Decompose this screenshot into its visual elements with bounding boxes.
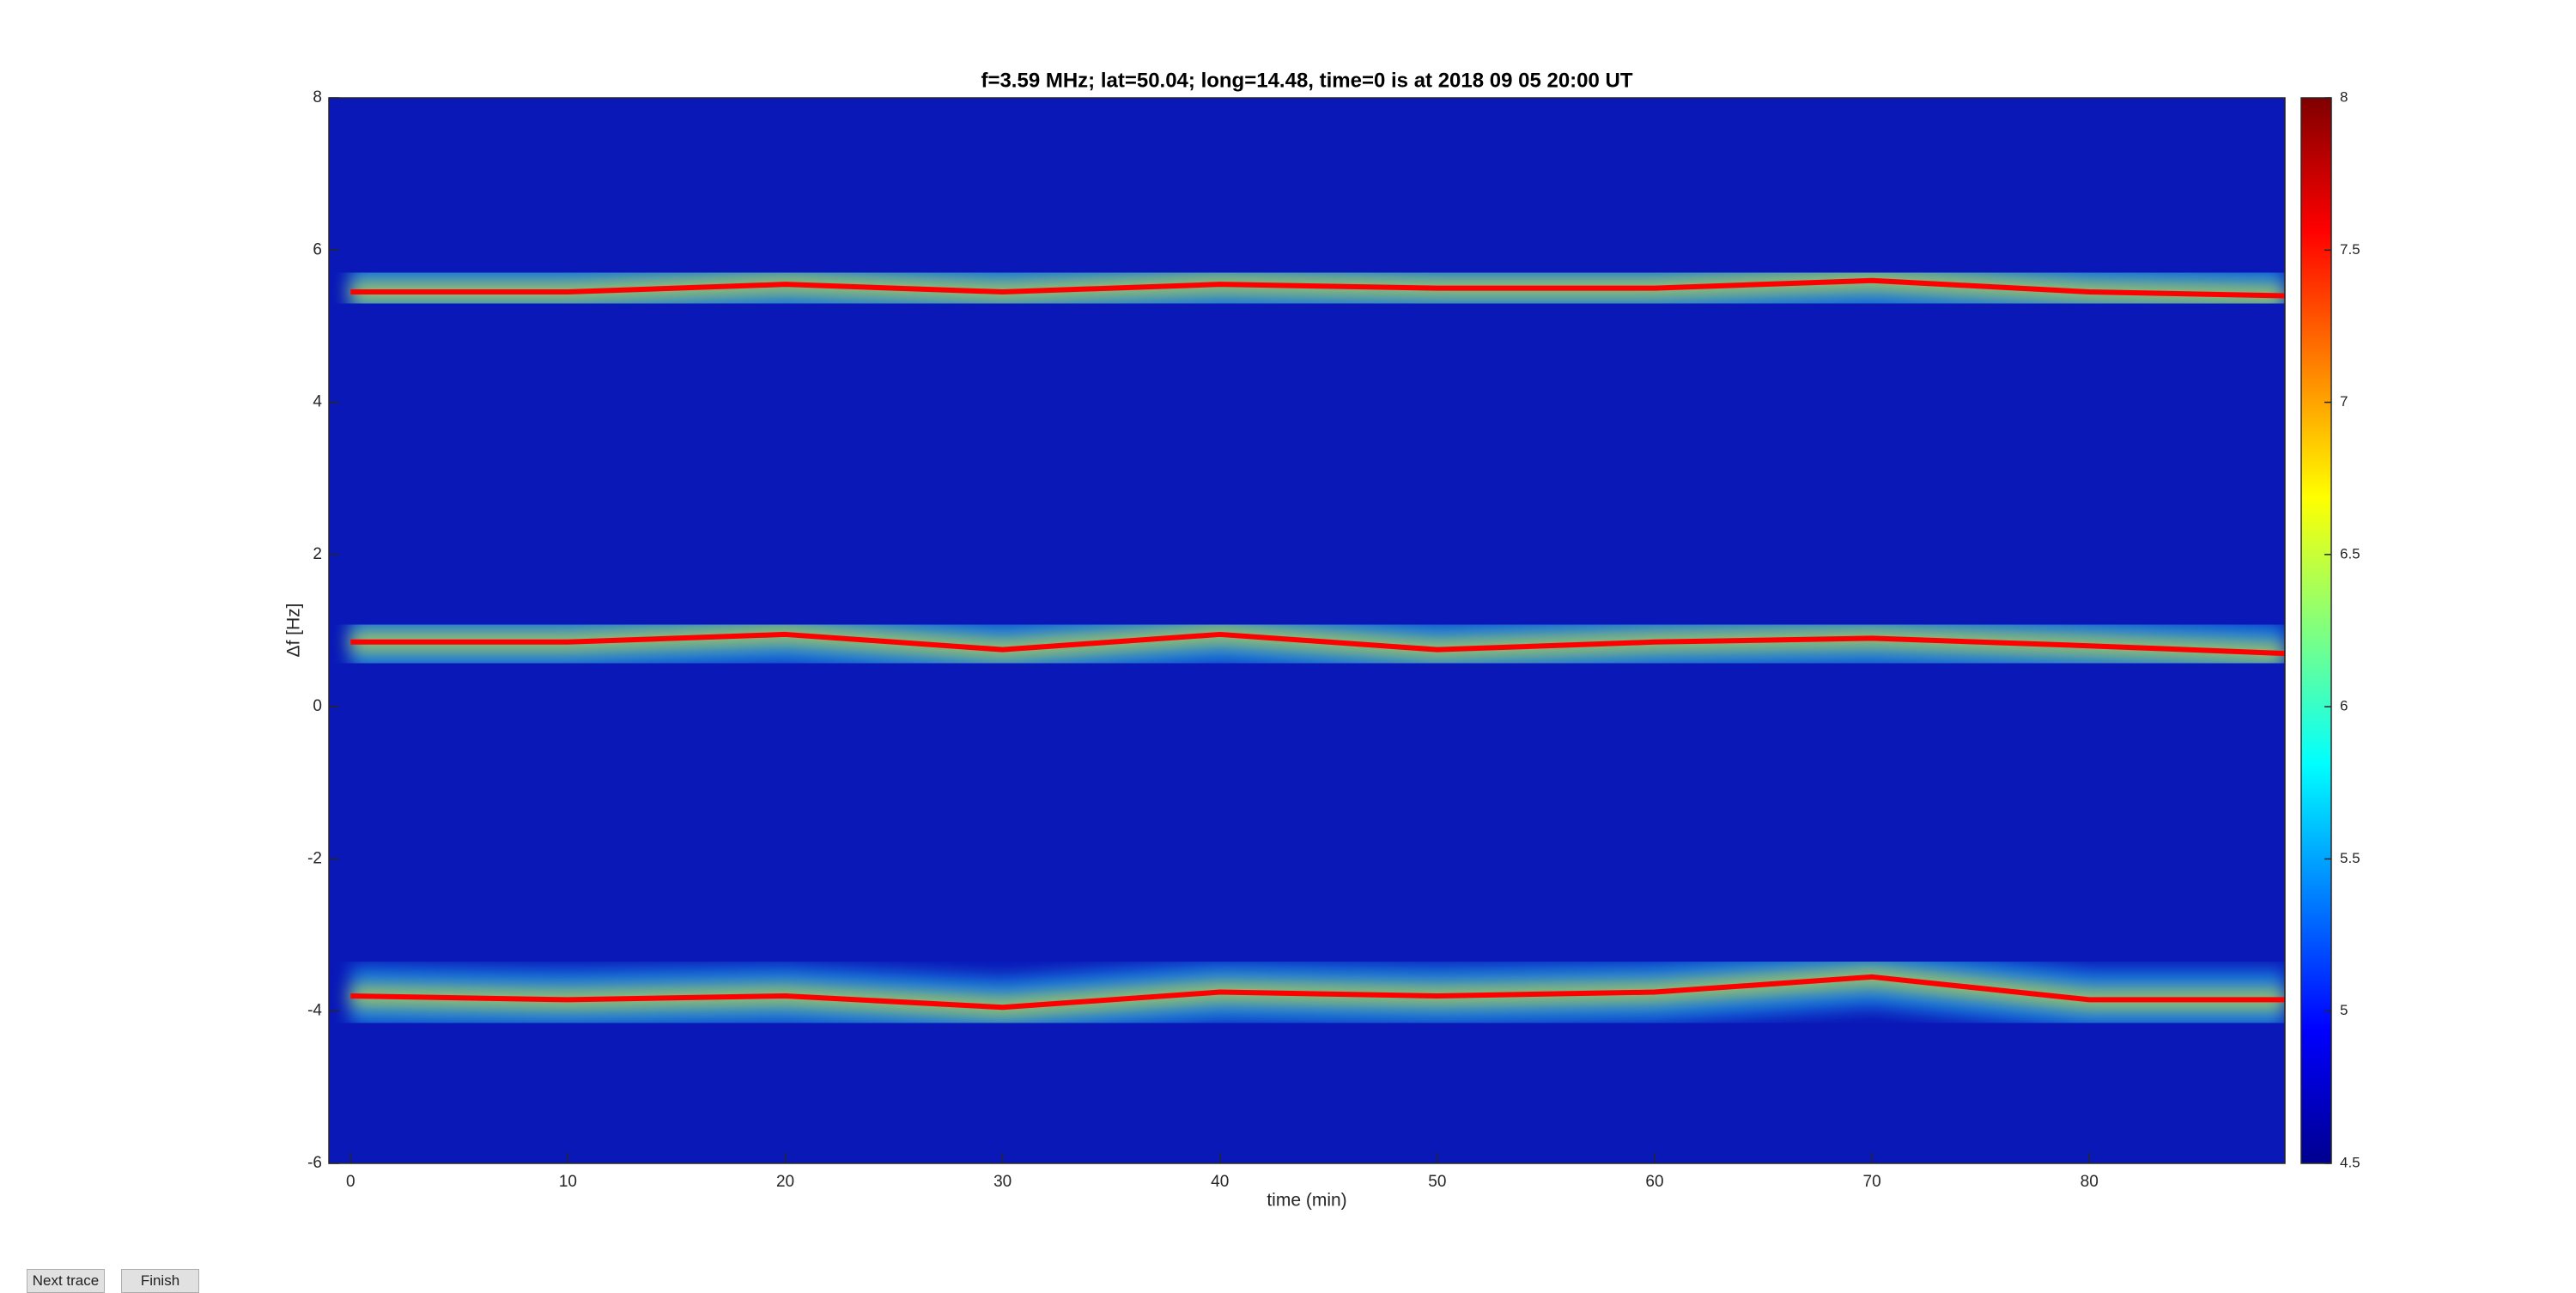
x-tick-label: 40: [1211, 1173, 1229, 1191]
traces: [349, 250, 2285, 1038]
x-axis-label: time (min): [1267, 1191, 1346, 1211]
colorbar-tick-label: 6: [2340, 698, 2348, 714]
y-tick-label: 8: [313, 88, 322, 106]
y-tick-label: 0: [313, 697, 322, 715]
x-tick-label: 0: [346, 1173, 355, 1191]
y-tick-label: -4: [307, 1002, 322, 1020]
colorbar-tick-label: 7.5: [2340, 241, 2360, 258]
finish-button[interactable]: Finish: [121, 1269, 199, 1293]
y-axis-label: Δf [Hz]: [284, 603, 304, 657]
axes-box: [328, 97, 2286, 1164]
x-tick-label: 60: [1645, 1173, 1663, 1191]
colorbar-tick-label: 7: [2340, 393, 2348, 410]
colorbar-tick-label: 6.5: [2340, 545, 2360, 562]
trace: [350, 277, 2285, 299]
x-tick-label: 30: [993, 1173, 1012, 1191]
y-tick-label: -6: [307, 1154, 322, 1172]
colorbar: [2300, 97, 2332, 1164]
colorbar-tick-label: 5.5: [2340, 850, 2360, 866]
colorbar-tick-label: 5: [2340, 1002, 2348, 1018]
next-trace-button[interactable]: Next trace: [27, 1269, 105, 1293]
x-tick-label: 50: [1428, 1173, 1446, 1191]
y-tick-label: 6: [313, 240, 322, 258]
y-tick-label: 2: [313, 545, 322, 563]
trace: [350, 631, 2285, 657]
chart-title: f=3.59 MHz; lat=50.04; long=14.48, time=…: [981, 69, 1632, 92]
x-tick-label: 70: [1863, 1173, 1881, 1191]
colorbar-tick-label: 8: [2340, 88, 2348, 105]
y-tick-label: 4: [313, 393, 322, 411]
x-tick-label: 20: [776, 1173, 794, 1191]
trace: [350, 974, 2285, 1011]
x-tick-label: 10: [559, 1173, 577, 1191]
colorbar-tick-label: 4.5: [2340, 1154, 2360, 1170]
x-tick-label: 80: [2081, 1173, 2099, 1191]
y-tick-label: -2: [307, 849, 322, 867]
